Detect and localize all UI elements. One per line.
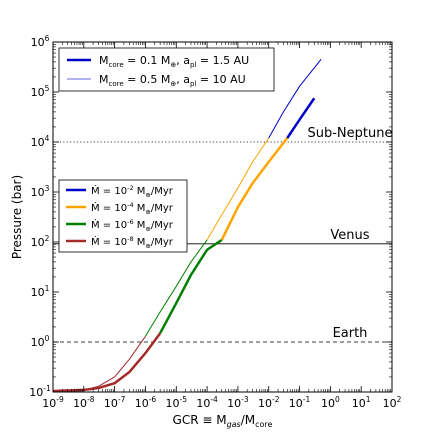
- x-tick-label: 10-6: [135, 395, 157, 410]
- x-axis-label: GCR ≡ Mgas/Mcore: [173, 413, 273, 429]
- legend-core-label-1: Mcore = 0.1 M⊕, apl = 1.5 AU: [99, 54, 249, 69]
- y-tick-label: 10-1: [29, 384, 51, 399]
- series-1-segment-4: [286, 97, 316, 139]
- y-tick-label: 104: [31, 134, 50, 149]
- legend-mdot-label-2: Ṁ = 10-4 M⊕/Myr: [91, 201, 174, 216]
- x-tick-label: 102: [383, 395, 402, 410]
- legend-mdot-label-4: Ṁ = 10-8 M⊕/Myr: [91, 235, 174, 250]
- x-tick-label: 101: [352, 395, 371, 410]
- y-tick-label: 105: [31, 84, 50, 99]
- series-2-segment-1: [53, 336, 146, 392]
- reference-label-sub-neptune: Sub-Neptune: [308, 126, 393, 141]
- legend-core-box: [58, 47, 275, 92]
- x-tick-label: 100: [321, 395, 340, 410]
- x-tick-label: 10-9: [42, 395, 64, 410]
- y-tick-label: 101: [31, 284, 50, 299]
- axis-ticks: 10-9 10-8 10-7 10-6 10-5 10-4 10-3 10-2 10-1 100 1…: [29, 34, 401, 410]
- series-1-segment-2: [159, 238, 223, 334]
- series-2-segment-3: [206, 137, 270, 241]
- x-tick-label: 10-5: [166, 395, 188, 410]
- series-lines: [53, 59, 322, 392]
- legend-core-label-2: Mcore = 0.5 M⊕, apl = 10 AU: [99, 73, 246, 88]
- series-1-segment-3: [220, 137, 289, 241]
- legend-mdot-label-1: Ṁ = 10-2 M⊕/Myr: [91, 184, 174, 199]
- axis-labels: GCR ≡ Mgas/Mcore Pressure (bar): [10, 175, 273, 429]
- x-tick-label: 10-1: [289, 395, 311, 410]
- plot-frame: [52, 41, 393, 393]
- reference-label-earth: Earth: [333, 326, 368, 341]
- x-tick-label: 10-7: [104, 395, 126, 410]
- y-tick-label: 106: [31, 34, 50, 49]
- legend-mdot-label-3: Ṁ = 10-6 M⊕/Myr: [91, 218, 174, 233]
- legends: Mcore = 0.1 M⊕, apl = 1.5 AU Mcore = 0.5 …: [58, 47, 275, 253]
- x-tick-label: 10-4: [196, 395, 218, 410]
- y-tick-label: 100: [31, 334, 50, 349]
- x-tick-label: 10-2: [258, 395, 280, 410]
- series-2-segment-2: [145, 239, 208, 337]
- y-axis-label: Pressure (bar): [10, 175, 24, 259]
- x-tick-label: 10-8: [73, 395, 95, 410]
- reference-label-venus: Venus: [330, 228, 369, 243]
- y-tick-label: 103: [31, 184, 50, 199]
- y-tick-label: 102: [31, 234, 50, 249]
- x-tick-label: 10-3: [227, 395, 249, 410]
- series-2-segment-4: [268, 59, 322, 139]
